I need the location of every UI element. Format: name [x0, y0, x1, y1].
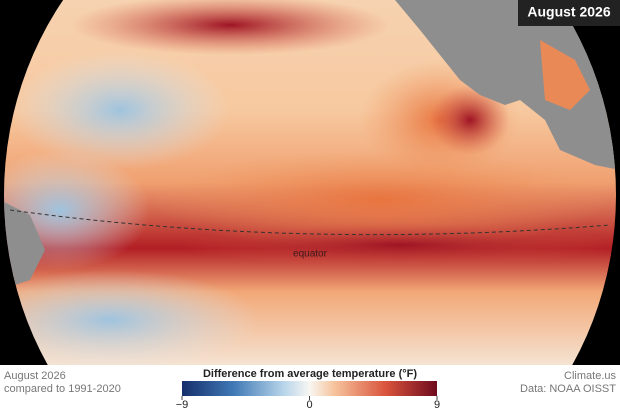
colorbar-tick-label: 0	[306, 399, 312, 411]
colorbar	[182, 381, 437, 396]
equator-label: equator	[293, 249, 328, 260]
footer-baseline: compared to 1991-2020	[4, 383, 121, 395]
footer-source: Climate.us	[564, 370, 616, 382]
date-badge-text: August 2026	[527, 4, 610, 20]
colorbar-title: Difference from average temperature (°F)	[203, 368, 417, 380]
date-badge	[518, 0, 620, 26]
footer-credit: Data: NOAA OISST	[520, 383, 616, 395]
globe: equator	[4, 0, 616, 370]
colorbar-tick-label: −9	[176, 399, 189, 411]
footer-date: August 2026	[4, 370, 66, 382]
colorbar-tick-label: 9	[434, 399, 440, 411]
